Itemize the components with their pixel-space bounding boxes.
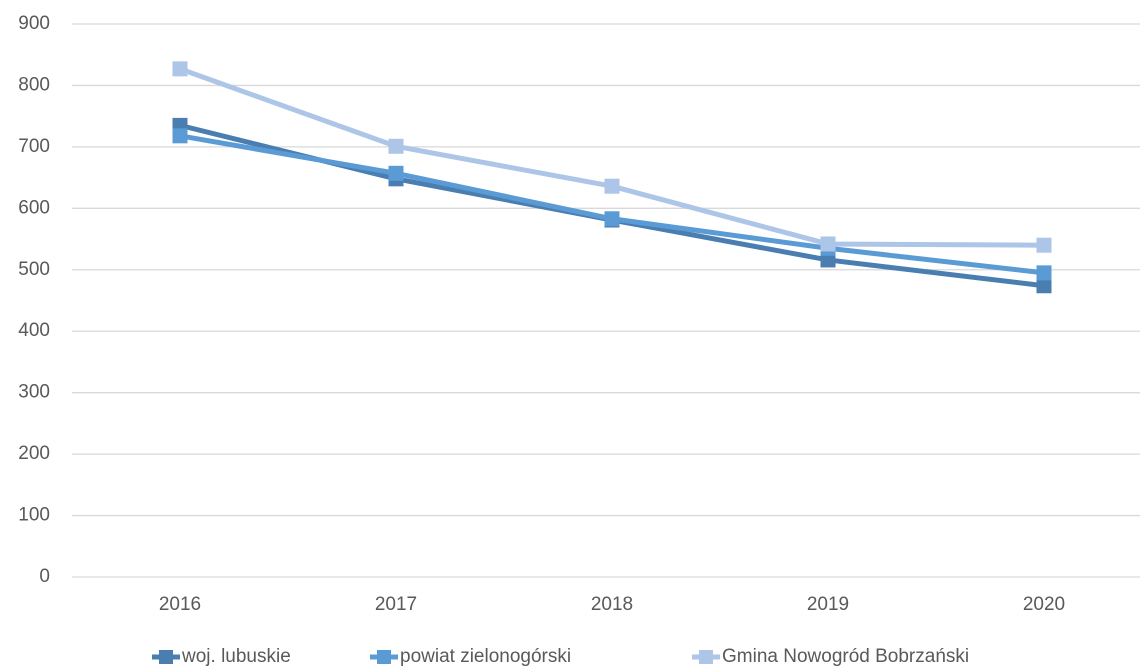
point-marker [1036,278,1052,294]
legend-marker [159,650,173,664]
series-line [179,133,1045,276]
point-marker [388,165,404,181]
point-marker [1036,237,1052,253]
y-tick-label: 500 [18,259,50,280]
y-tick-label: 900 [18,13,50,34]
legend-label: woj. lubuskie [181,646,291,667]
point-marker [604,178,620,194]
y-tick-label: 0 [39,566,50,587]
legend-label: Gmina Nowogród Bobrzański [722,646,969,667]
y-tick-label: 300 [18,382,50,403]
x-tick-label: 2017 [375,594,417,615]
series-line [179,122,1045,289]
point-marker [1036,265,1052,281]
point-marker [604,211,620,227]
y-tick-label: 100 [18,505,50,526]
y-tick-label: 600 [18,197,50,218]
point-marker [388,138,404,154]
x-tick-label: 2018 [591,594,633,615]
y-tick-label: 800 [18,74,50,95]
point-marker [820,252,836,268]
legend-marker [377,650,391,664]
point-marker [172,61,188,77]
point-marker [172,128,188,144]
y-tick-label: 200 [18,443,50,464]
legend-marker [699,650,713,664]
x-tick-label: 2020 [1023,594,1065,615]
y-tick-label: 400 [18,320,50,341]
legend-label: powiat zielonogórski [400,646,571,667]
point-marker [820,236,836,252]
x-tick-label: 2016 [159,594,201,615]
y-tick-label: 700 [18,136,50,157]
x-tick-label: 2019 [807,594,849,615]
